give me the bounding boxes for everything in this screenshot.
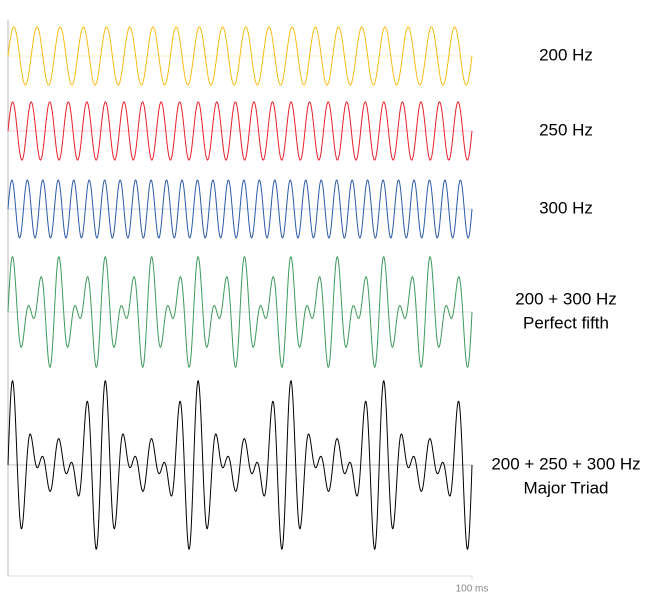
waveform — [7, 101, 473, 161]
series-note: Major Triad — [523, 478, 608, 497]
waveform — [7, 380, 473, 550]
series-label: 200 Hz — [539, 45, 593, 64]
series-label: 300 Hz — [539, 198, 593, 217]
waveform — [7, 256, 473, 368]
series-label: 200 + 250 + 300 Hz — [491, 454, 640, 473]
x-tick-label: 100 ms — [456, 584, 489, 595]
waveform — [7, 26, 473, 86]
waveform — [7, 179, 473, 239]
series-note: Perfect fifth — [523, 313, 609, 332]
series-label: 200 + 300 Hz — [515, 289, 617, 308]
series-label: 250 Hz — [539, 120, 593, 139]
